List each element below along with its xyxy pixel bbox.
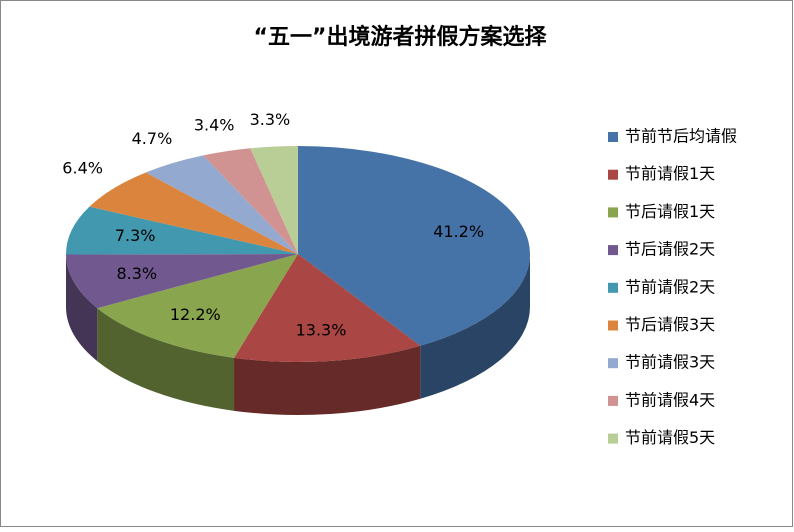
data-label: 3.3% [250,110,291,129]
chart-title: “五一”出境游者拼假方案选择 [254,24,548,50]
data-label: 8.3% [116,264,157,283]
legend-label: 节前请假1天 [625,164,715,183]
legend-swatch [608,132,618,142]
data-label: 3.4% [194,115,235,134]
legend-swatch [608,321,618,331]
data-label: 7.3% [115,226,156,245]
data-label: 6.4% [62,159,103,178]
legend-label: 节前请假3天 [625,353,715,372]
legend-swatch [608,170,618,180]
legend-swatch [608,396,618,406]
legend-label: 节后请假2天 [625,240,715,259]
legend-swatch [608,434,618,444]
data-label: 13.3% [296,321,347,340]
legend-swatch [608,358,618,368]
legend-label: 节前请假5天 [625,428,715,447]
data-label: 4.7% [132,129,173,148]
data-label: 12.2% [170,305,221,324]
legend-swatch [608,245,618,255]
legend-label: 节后请假1天 [625,202,715,221]
data-label: 41.2% [433,222,484,241]
legend-label: 节后请假3天 [625,315,715,334]
legend-label: 节前节后均请假 [625,127,737,146]
legend-label: 节前请假2天 [625,277,715,296]
legend-swatch [608,283,618,293]
legend-swatch [608,207,618,217]
legend-label: 节前请假4天 [625,390,715,409]
